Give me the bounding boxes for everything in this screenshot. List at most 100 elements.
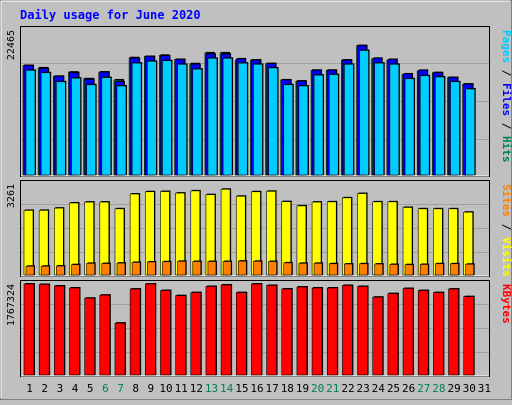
bar-pages-day-3 [56, 81, 66, 176]
bar-kbytes-day-12 [190, 292, 202, 376]
bar-sites-day-29 [450, 263, 459, 276]
x-tick-label-day-28: 28 [432, 382, 445, 395]
bar-sites-day-9 [146, 261, 156, 276]
bar-sites-day-18 [283, 262, 293, 276]
bar-sites-day-15 [237, 260, 247, 276]
x-tick-label-day-6: 6 [102, 382, 109, 395]
bar-pages-day-20 [313, 74, 324, 176]
bar-pages-day-23 [359, 50, 369, 176]
bar-kbytes-day-18 [281, 288, 293, 376]
bar-sites-day-30 [465, 263, 474, 276]
bar-kbytes-day-2 [38, 284, 50, 376]
panel-0-max-label: 22465 [6, 30, 17, 60]
bar-sites-day-28 [435, 263, 444, 276]
bar-kbytes-day-8 [129, 288, 141, 376]
bar-pages-day-8 [131, 62, 142, 176]
bar-sites-day-25 [389, 264, 399, 276]
bar-pages-day-27 [419, 75, 430, 176]
bar-sites-day-2 [40, 265, 50, 276]
bar-kbytes-day-17 [266, 285, 277, 376]
bar-pages-day-21 [328, 74, 339, 176]
bar-sites-day-3 [56, 265, 65, 276]
bar-sites-day-27 [419, 264, 429, 276]
x-tick-label-day-10: 10 [159, 382, 172, 395]
panel-0-legend-part: Files [500, 83, 512, 116]
bar-kbytes-day-26 [402, 288, 414, 376]
panel-2-legend-part: KBytes [500, 284, 512, 324]
x-tick-label-day-4: 4 [72, 382, 79, 395]
x-tick-label-day-14: 14 [220, 382, 234, 395]
x-tick-label-day-12: 12 [190, 382, 203, 395]
bar-kbytes-day-20 [311, 287, 323, 376]
x-tick-label-day-7: 7 [117, 382, 124, 395]
x-tick-label-day-8: 8 [132, 382, 139, 395]
panel-2-legend: KBytes [500, 284, 512, 324]
bar-pages-day-18 [283, 84, 294, 176]
bar-sites-day-16 [253, 261, 262, 276]
bar-kbytes-day-28 [433, 292, 444, 376]
bar-kbytes-day-27 [417, 290, 429, 376]
bar-pages-day-11 [177, 64, 187, 176]
bar-sites-day-10 [162, 261, 171, 276]
x-tick-label-day-27: 27 [417, 382, 430, 395]
bar-pages-day-5 [86, 84, 96, 176]
bar-sites-day-12 [192, 261, 202, 276]
bar-pages-day-12 [192, 68, 203, 176]
bar-kbytes-day-22 [342, 285, 353, 376]
bar-sites-day-13 [207, 261, 217, 276]
bar-pages-day-10 [162, 60, 172, 176]
x-tick-label-day-9: 9 [148, 382, 155, 395]
bar-sites-day-19 [298, 263, 308, 276]
bar-sites-day-6 [101, 263, 111, 276]
x-tick-label-day-29: 29 [447, 382, 460, 395]
panel-2-max-label: 1767324 [6, 284, 17, 326]
bar-sites-day-4 [71, 264, 80, 276]
x-tick-label-day-13: 13 [205, 382, 218, 395]
bar-kbytes-day-25 [387, 293, 399, 376]
x-tick-label-day-21: 21 [326, 382, 339, 395]
x-tick-label-day-17: 17 [266, 382, 279, 395]
bar-pages-day-19 [298, 85, 309, 176]
chart-title: Daily usage for June 2020 [20, 8, 201, 22]
bar-sites-day-23 [359, 263, 368, 276]
bar-sites-day-11 [177, 261, 186, 276]
bar-sites-day-26 [404, 264, 414, 276]
bar-kbytes-day-24 [372, 296, 384, 376]
bar-kbytes-day-3 [54, 285, 65, 376]
x-tick-label-day-3: 3 [57, 382, 64, 395]
bar-kbytes-day-11 [175, 295, 186, 376]
bar-kbytes-day-9 [144, 283, 156, 376]
x-tick-label-day-2: 2 [41, 382, 48, 395]
x-tick-label-day-5: 5 [87, 382, 94, 395]
panel-1-legend-part: Sites [500, 184, 512, 217]
bar-pages-day-6 [101, 77, 112, 176]
bar-pages-day-26 [404, 78, 415, 176]
x-tick-label-day-23: 23 [357, 382, 370, 395]
x-tick-label-day-25: 25 [387, 382, 400, 395]
x-tick-label-day-31: 31 [478, 382, 491, 395]
bar-kbytes-day-10 [160, 290, 171, 376]
panel-1-max-label: 3261 [6, 184, 17, 208]
bar-sites-day-20 [313, 263, 323, 276]
bar-pages-day-29 [450, 81, 460, 176]
bar-pages-day-30 [465, 88, 475, 176]
bar-pages-day-1 [25, 70, 36, 176]
bar-kbytes-day-1 [23, 283, 35, 376]
bar-pages-day-25 [389, 64, 400, 176]
bar-kbytes-day-6 [99, 294, 111, 376]
bar-sites-day-8 [131, 262, 141, 276]
bar-kbytes-day-30 [463, 296, 474, 376]
bar-kbytes-day-29 [448, 288, 459, 376]
x-tick-label-day-24: 24 [372, 382, 386, 395]
x-tick-label-day-18: 18 [281, 382, 294, 395]
x-tick-label-day-30: 30 [463, 382, 476, 395]
x-tick-label-day-19: 19 [296, 382, 309, 395]
panel-0-legend-part: / [500, 63, 512, 83]
bar-pages-day-4 [71, 77, 81, 176]
bar-pages-day-16 [253, 64, 263, 176]
bar-sites-day-1 [25, 265, 35, 276]
bar-kbytes-day-21 [326, 287, 338, 376]
x-tick-label-day-1: 1 [26, 382, 33, 395]
bar-kbytes-day-23 [357, 286, 368, 376]
